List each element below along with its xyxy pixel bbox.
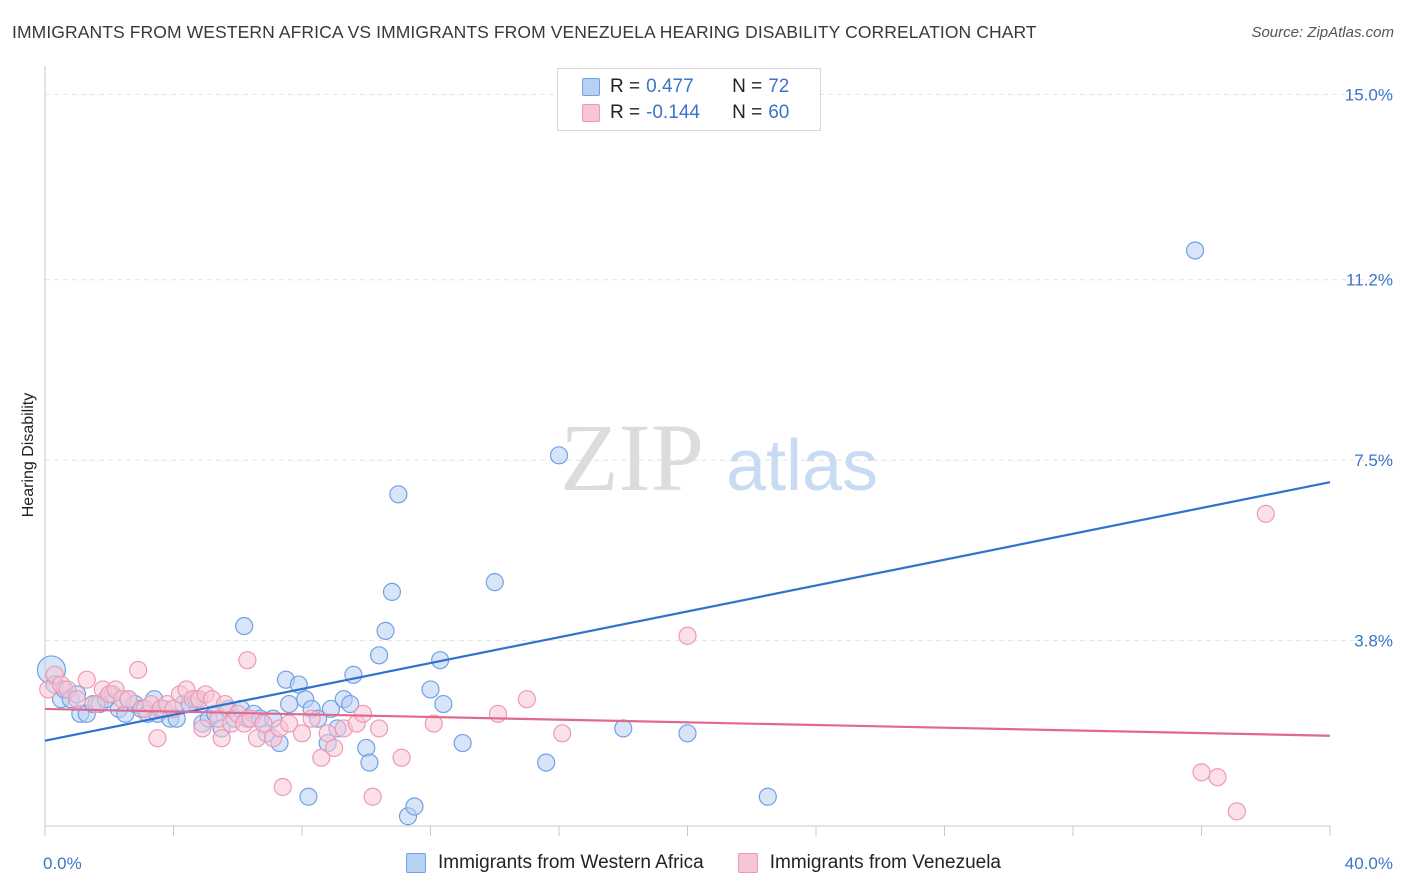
data-point [1208, 768, 1227, 787]
data-point [325, 738, 344, 758]
data-point [360, 753, 379, 772]
data-point [302, 709, 321, 728]
legend-row-western-africa: R = 0.477 N = 72 [582, 75, 789, 99]
watermark-zip: ZIP [560, 404, 704, 511]
legend-n-label: N = [732, 76, 763, 97]
data-point [389, 485, 408, 504]
data-point [212, 729, 231, 748]
legend-r-value: 0.477 [646, 76, 694, 97]
data-point [392, 748, 411, 767]
data-point [453, 733, 472, 753]
legend-item-label: Immigrants from Venezuela [769, 852, 1001, 873]
x-tick-label: 0.0% [43, 854, 82, 873]
data-point [238, 651, 257, 670]
watermark: ZIP atlas [560, 404, 878, 511]
series-venezuela-points [39, 504, 1275, 821]
chart-title: IMMIGRANTS FROM WESTERN AFRICA VS IMMIGR… [12, 22, 1037, 42]
data-point [488, 704, 508, 723]
legend-swatch-pink [582, 104, 600, 122]
data-point [363, 787, 382, 806]
axes [44, 66, 1331, 836]
x-tick-label: 40.0% [1345, 854, 1393, 873]
legend-r-label: R = [610, 76, 641, 97]
legend-row-venezuela: R = -0.144 N = 60 [582, 101, 789, 125]
data-point [678, 626, 697, 645]
data-point [678, 724, 697, 743]
data-point [517, 690, 536, 709]
data-point [549, 446, 569, 465]
data-point [341, 694, 360, 714]
data-point [370, 719, 389, 738]
data-point [370, 646, 389, 665]
y-tick-label: 11.2% [1346, 271, 1393, 290]
data-point [424, 714, 443, 733]
data-point [1185, 241, 1205, 260]
y-axis-label: Hearing Disability [20, 393, 37, 518]
data-point [77, 670, 96, 689]
data-point [1192, 763, 1211, 782]
series-legend: Immigrants from Western Africa Immigrant… [406, 852, 1035, 874]
data-point [193, 719, 212, 738]
legend-item-western-africa[interactable]: Immigrants from Western Africa [406, 852, 704, 874]
data-point [553, 724, 572, 743]
legend-n-value: 60 [768, 102, 790, 123]
stats-legend: R = 0.477 N = 72 R = -0.144 N = 60 [557, 68, 821, 131]
data-point [292, 724, 312, 743]
series-western-africa-points [36, 241, 1205, 826]
data-point [1256, 504, 1275, 523]
legend-swatch-blue [582, 78, 600, 96]
data-point [129, 660, 148, 680]
data-point [758, 787, 777, 806]
data-point [119, 690, 138, 709]
trend-lines [44, 481, 1331, 742]
data-point [273, 777, 292, 797]
data-point [280, 694, 299, 714]
y-tick-label: 3.8% [1354, 632, 1393, 651]
data-point [421, 680, 440, 699]
data-point [1227, 802, 1246, 821]
legend-swatch-blue [406, 853, 426, 873]
y-tick-label: 15.0% [1345, 85, 1393, 104]
data-point [254, 714, 273, 733]
data-point [376, 621, 395, 641]
data-point [357, 738, 376, 758]
data-point [382, 582, 402, 601]
legend-n-value: 72 [768, 76, 790, 97]
watermark-atlas: atlas [726, 426, 878, 506]
tick-labels: 3.8% 7.5% 11.2% 15.0% 0.0% 40.0% [43, 85, 1393, 873]
data-point [321, 699, 341, 719]
data-point [299, 787, 318, 806]
trend-line [44, 481, 1331, 742]
data-point [537, 753, 556, 772]
legend-swatch-pink [737, 853, 758, 873]
legend-r-label: R = [610, 102, 641, 123]
data-point [312, 748, 331, 767]
legend-n-label: N = [732, 102, 763, 123]
legend-item-venezuela[interactable]: Immigrants from Venezuela [737, 852, 1001, 874]
trend-line [44, 707, 1331, 737]
data-point [353, 704, 373, 723]
legend-r-value: -0.144 [646, 102, 700, 123]
data-point [148, 729, 167, 748]
source-credit: Source: ZipAtlas.com [1251, 24, 1394, 41]
y-tick-label: 7.5% [1354, 451, 1393, 470]
data-point [485, 573, 504, 592]
data-point [405, 797, 424, 816]
data-point [614, 719, 633, 738]
data-point [68, 690, 87, 709]
data-point [235, 616, 254, 636]
legend-item-label: Immigrants from Western Africa [438, 852, 704, 873]
grid-lines [45, 93, 1392, 642]
data-point [434, 694, 453, 714]
